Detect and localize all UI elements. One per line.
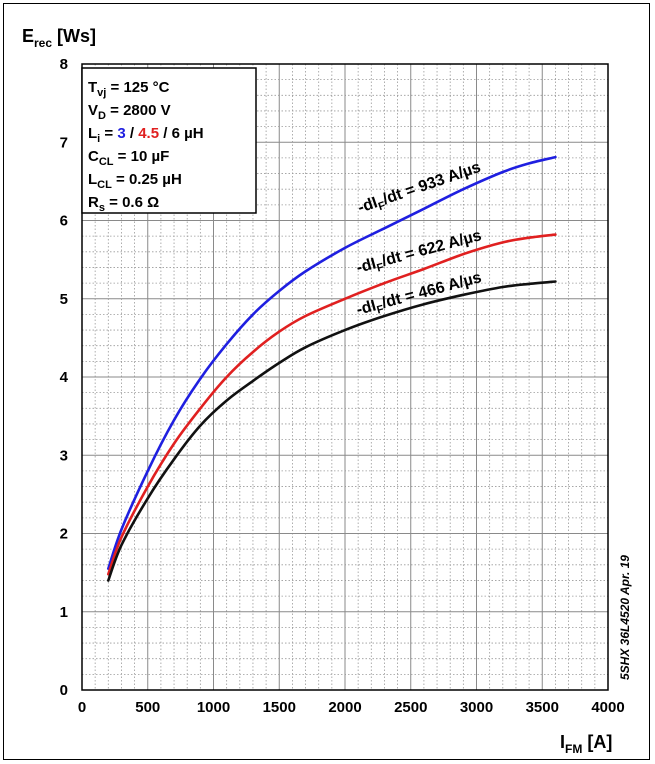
series-line-2 [108, 282, 555, 581]
y-tick-label: 5 [60, 291, 68, 308]
x-tick-label: 500 [135, 699, 160, 716]
y-tick-label: 1 [60, 604, 68, 621]
y-tick-label: 6 [60, 213, 68, 230]
y-tick-label: 2 [60, 526, 68, 543]
x-axis-title: IFM [A] [560, 732, 612, 756]
x-tick-label: 1000 [197, 699, 230, 716]
x-tick-label: 1500 [263, 699, 296, 716]
x-tick-label: 3000 [460, 699, 493, 716]
y-tick-label: 7 [60, 134, 68, 151]
y-tick-label: 4 [60, 369, 69, 386]
y-tick-label: 8 [60, 56, 68, 73]
x-tick-label: 2000 [328, 699, 361, 716]
conditions-box: Tvj = 125 °C VD = 2800 V Li = 3 / 4.5 / … [82, 68, 256, 214]
y-tick-label: 3 [60, 447, 68, 464]
y-axis-title: Erec [Ws] [22, 26, 96, 50]
side-note: 5SHX 36L4520 Apr. 19 [618, 555, 632, 680]
x-tick-label: 4000 [591, 699, 624, 716]
x-tick-label: 2500 [394, 699, 427, 716]
x-tick-label: 0 [78, 699, 86, 716]
x-tick-label: 3500 [526, 699, 559, 716]
y-tick-label: 0 [60, 682, 68, 699]
